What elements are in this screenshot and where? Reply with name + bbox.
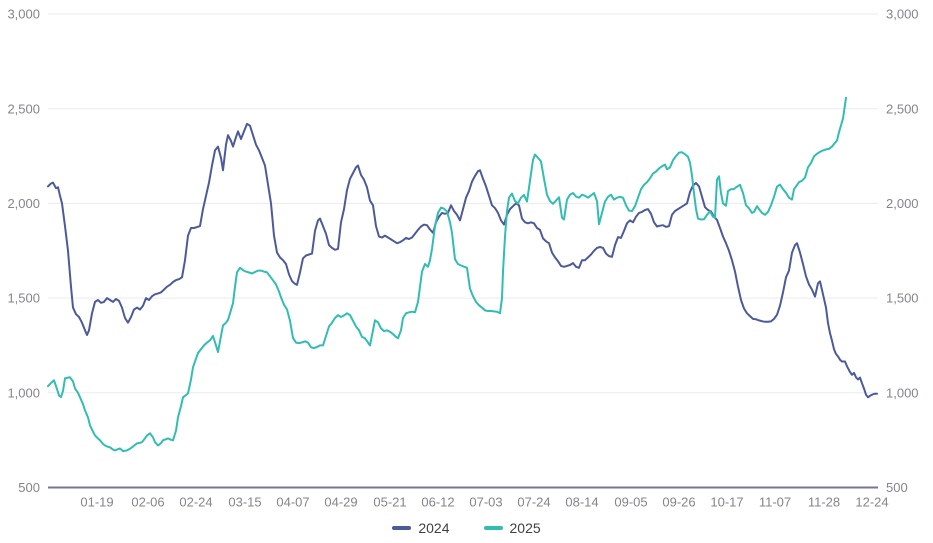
- y-tick-label-left-3000: 3,000: [7, 7, 40, 22]
- x-tick-label-11-28: 11-28: [808, 495, 840, 510]
- y-tick-label-left-2000: 2,000: [7, 196, 40, 211]
- x-tick-label-09-05: 09-05: [614, 495, 647, 510]
- legend-item-2025[interactable]: 2025: [483, 518, 541, 538]
- x-tick-label-07-03: 07-03: [469, 495, 502, 510]
- y-tick-label-right-3000: 3,000: [886, 7, 919, 22]
- x-tick-label-09-26: 09-26: [662, 495, 695, 510]
- x-tick-label-02-24: 02-24: [179, 495, 212, 510]
- series-line-2025: [47, 96, 847, 453]
- x-tick-label-07-24: 07-24: [517, 495, 550, 510]
- chart-legend: 2024 2025: [0, 518, 933, 538]
- x-tick-label-04-07: 04-07: [276, 495, 309, 510]
- x-tick-label-11-07: 11-07: [759, 495, 791, 510]
- legend-marker-2025-icon: [483, 526, 503, 530]
- y-tick-label-right-500: 500: [886, 480, 908, 495]
- x-tick-label-02-06: 02-06: [131, 495, 164, 510]
- y-tick-label-right-1000: 1,000: [886, 385, 919, 400]
- y-tick-label-right-1500: 1,500: [886, 291, 919, 306]
- x-tick-label-06-12: 06-12: [421, 495, 454, 510]
- series-line-2024: [47, 122, 878, 399]
- x-tick-label-10-17: 10-17: [710, 495, 743, 510]
- y-tick-label-left-2500: 2,500: [7, 101, 40, 116]
- legend-item-2024[interactable]: 2024: [392, 518, 450, 538]
- y-tick-label-left-1000: 1,000: [7, 385, 40, 400]
- legend-marker-2024-icon: [392, 526, 412, 530]
- x-tick-label-08-14: 08-14: [565, 495, 598, 510]
- x-tick-label-05-21: 05-21: [373, 495, 406, 510]
- y-tick-label-left-500: 500: [18, 480, 40, 495]
- x-tick-label-04-29: 04-29: [324, 495, 357, 510]
- legend-label-2025: 2025: [509, 520, 541, 536]
- legend-label-2024: 2024: [418, 520, 450, 536]
- x-tick-label-01-19: 01-19: [80, 495, 113, 510]
- x-tick-label-12-24: 12-24: [855, 495, 888, 510]
- y-tick-label-right-2500: 2,500: [886, 101, 919, 116]
- x-tick-label-03-15: 03-15: [228, 495, 261, 510]
- y-tick-label-right-2000: 2,000: [886, 196, 919, 211]
- y-tick-label-left-1500: 1,500: [7, 291, 40, 306]
